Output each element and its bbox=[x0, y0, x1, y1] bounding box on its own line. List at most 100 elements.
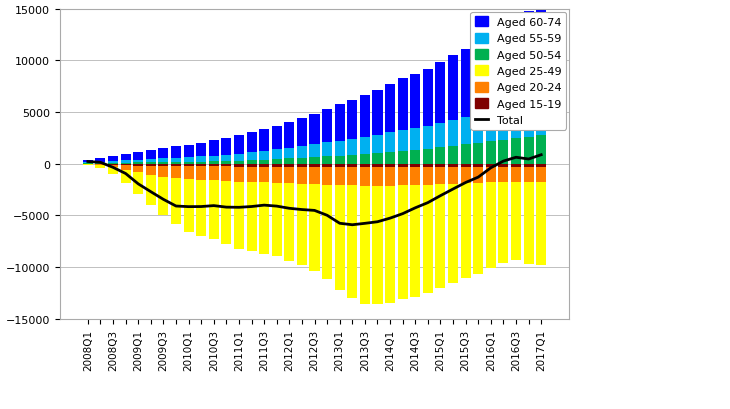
Total bbox=[474, 175, 483, 180]
Total bbox=[172, 204, 180, 209]
Bar bbox=[347, 168, 358, 186]
Line: Total: Total bbox=[88, 155, 541, 225]
Bar bbox=[82, 161, 93, 163]
Bar bbox=[398, 164, 408, 168]
Bar bbox=[221, 167, 231, 182]
Bar bbox=[259, 152, 269, 160]
Bar bbox=[146, 164, 156, 166]
Bar bbox=[196, 157, 207, 162]
Bar bbox=[120, 163, 131, 164]
Bar bbox=[158, 149, 169, 159]
Total bbox=[109, 166, 118, 171]
Bar bbox=[536, 164, 546, 167]
Bar bbox=[473, 44, 483, 115]
Total bbox=[310, 209, 319, 213]
Bar bbox=[133, 153, 143, 160]
Bar bbox=[108, 163, 118, 164]
Bar bbox=[259, 160, 269, 164]
Bar bbox=[485, 35, 496, 112]
Bar bbox=[360, 155, 370, 164]
Bar bbox=[499, 25, 509, 108]
Bar bbox=[284, 184, 294, 261]
Bar bbox=[183, 145, 193, 157]
Bar bbox=[183, 167, 193, 180]
Bar bbox=[523, 164, 534, 167]
Bar bbox=[536, 167, 546, 182]
Bar bbox=[461, 50, 471, 118]
Bar bbox=[310, 158, 320, 164]
Bar bbox=[347, 155, 358, 164]
Total bbox=[537, 153, 545, 158]
Bar bbox=[120, 170, 131, 184]
Bar bbox=[297, 158, 307, 164]
Total bbox=[461, 181, 470, 186]
Total bbox=[323, 213, 331, 218]
Bar bbox=[499, 108, 509, 140]
Total bbox=[121, 172, 130, 177]
Bar bbox=[485, 164, 496, 167]
Bar bbox=[322, 167, 332, 185]
Bar bbox=[536, 136, 546, 164]
Bar bbox=[385, 168, 395, 187]
Bar bbox=[473, 167, 483, 184]
Bar bbox=[347, 101, 358, 139]
Bar bbox=[473, 184, 483, 274]
Bar bbox=[499, 164, 509, 167]
Bar bbox=[410, 129, 420, 151]
Bar bbox=[372, 91, 383, 136]
Bar bbox=[96, 165, 106, 166]
Bar bbox=[259, 167, 269, 183]
Total bbox=[373, 220, 382, 225]
Bar bbox=[499, 167, 509, 182]
Bar bbox=[334, 105, 345, 141]
Bar bbox=[133, 163, 143, 164]
Bar bbox=[259, 183, 269, 254]
Bar bbox=[146, 160, 156, 163]
Bar bbox=[499, 182, 509, 263]
Bar bbox=[435, 63, 445, 124]
Bar bbox=[183, 164, 193, 167]
Bar bbox=[247, 182, 257, 252]
Bar bbox=[334, 168, 345, 186]
Total bbox=[449, 187, 458, 192]
Bar bbox=[171, 158, 181, 162]
Bar bbox=[410, 164, 420, 167]
Bar bbox=[448, 167, 458, 184]
Bar bbox=[536, 4, 546, 99]
Bar bbox=[171, 162, 181, 164]
Bar bbox=[385, 187, 395, 303]
Bar bbox=[158, 178, 169, 216]
Total bbox=[512, 155, 520, 160]
Legend: Aged 60-74, Aged 55-59, Aged 50-54, Aged 25-49, Aged 20-24, Aged 15-19, Total: Aged 60-74, Aged 55-59, Aged 50-54, Aged… bbox=[470, 13, 566, 130]
Bar bbox=[385, 85, 395, 133]
Bar bbox=[96, 166, 106, 169]
Total bbox=[361, 221, 369, 226]
Bar bbox=[133, 166, 143, 173]
Bar bbox=[133, 164, 143, 166]
Bar bbox=[272, 183, 282, 256]
Bar bbox=[171, 167, 181, 179]
Bar bbox=[423, 70, 433, 127]
Bar bbox=[158, 164, 169, 166]
Bar bbox=[234, 167, 244, 182]
Bar bbox=[523, 182, 534, 264]
Bar bbox=[410, 151, 420, 164]
Bar bbox=[259, 164, 269, 167]
Bar bbox=[297, 164, 307, 167]
Bar bbox=[297, 184, 307, 266]
Bar bbox=[146, 151, 156, 160]
Bar bbox=[146, 175, 156, 205]
Bar bbox=[247, 164, 257, 167]
Bar bbox=[322, 157, 332, 164]
Bar bbox=[423, 185, 433, 294]
Bar bbox=[209, 167, 219, 181]
Total bbox=[96, 160, 105, 165]
Bar bbox=[372, 168, 383, 187]
Bar bbox=[461, 164, 471, 167]
Bar bbox=[322, 110, 332, 143]
Total bbox=[399, 212, 407, 217]
Bar bbox=[247, 167, 257, 182]
Bar bbox=[435, 164, 445, 167]
Bar bbox=[334, 141, 345, 156]
Bar bbox=[385, 164, 395, 168]
